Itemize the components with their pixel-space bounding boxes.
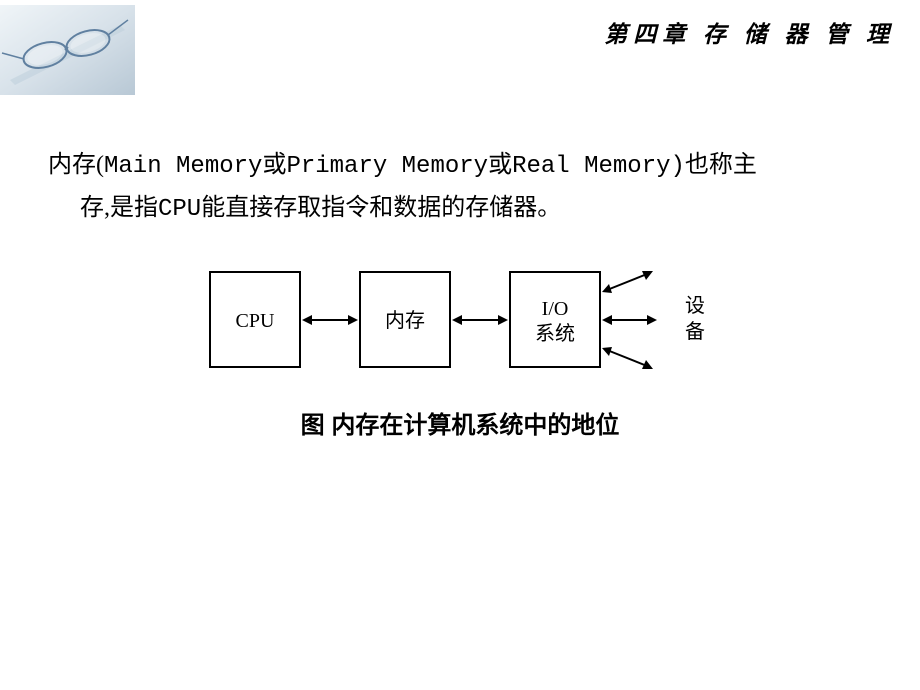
svg-text:内存: 内存 <box>385 309 425 332</box>
svg-text:系统: 系统 <box>535 322 575 345</box>
svg-text:I/O: I/O <box>542 298 569 320</box>
body-text: 内存(Main Memory或Primary Memory或Real Memor… <box>48 145 872 231</box>
svg-text:CPU: CPU <box>236 310 275 332</box>
chapter-header: 第四章 存 储 器 管 理 <box>604 15 895 49</box>
figure-caption: 图 内存在计算机系统中的地位 <box>0 405 920 440</box>
body-line-2: 存,是指CPU能直接存取指令和数据的存储器。 <box>48 188 872 231</box>
memory-diagram: CPU 内存 I/O 系统 设 备 <box>195 260 755 380</box>
svg-text:备: 备 <box>685 320 705 343</box>
svg-text:设: 设 <box>685 294 705 317</box>
corner-decoration <box>0 5 135 95</box>
body-line-1: 内存(Main Memory或Primary Memory或Real Memor… <box>48 145 872 188</box>
